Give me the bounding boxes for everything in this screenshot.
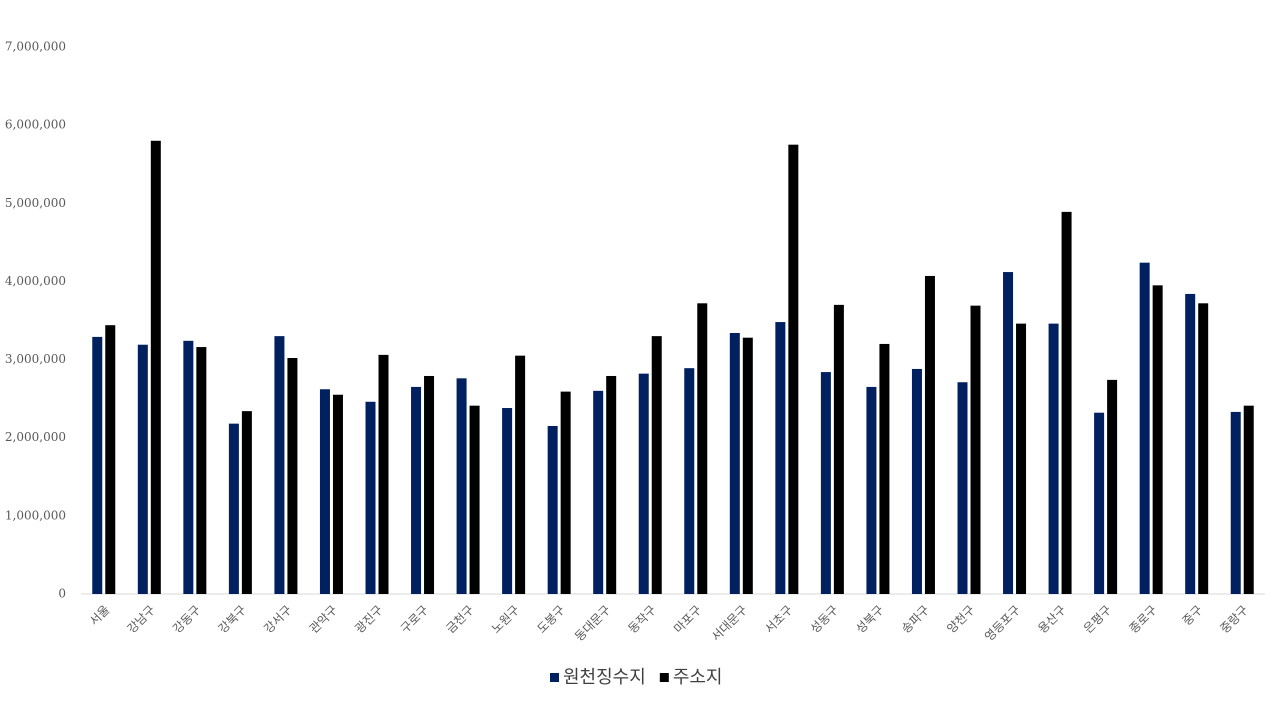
x-tick-label: 서울 (87, 603, 113, 629)
bar (105, 325, 116, 594)
bar (92, 336, 103, 594)
bar (1048, 323, 1059, 594)
bar (1094, 412, 1105, 594)
x-tick-label: 성동구 (808, 603, 841, 636)
x-tick-label: 은평구 (1081, 603, 1114, 636)
x-tick-label: 마포구 (671, 603, 704, 636)
legend-swatch (550, 673, 559, 682)
bar (1107, 379, 1118, 594)
bar (866, 386, 877, 594)
bar (957, 382, 968, 594)
y-tick-label: 1,000,000 (5, 508, 66, 522)
y-tick-label: 7,000,000 (5, 40, 66, 54)
bar (469, 405, 480, 594)
bar (502, 408, 513, 594)
bar (547, 425, 558, 594)
bar (651, 336, 662, 594)
bar (424, 375, 435, 594)
x-tick-label: 양천구 (944, 602, 978, 636)
y-tick-label: 4,000,000 (5, 274, 66, 288)
x-tick-label: 광진구 (352, 603, 385, 636)
x-tick-label: 성북구 (853, 603, 886, 636)
bar (515, 355, 526, 594)
bar (606, 375, 617, 594)
bar (137, 344, 148, 594)
x-tick-label: 강동구 (170, 603, 203, 636)
x-tick-label: 금천구 (443, 602, 477, 636)
bar (788, 144, 799, 594)
bar (1198, 303, 1209, 594)
bar (560, 391, 571, 594)
x-tick-label: 영등포구 (982, 603, 1023, 644)
x-tick-label: 강남구 (125, 603, 158, 636)
bar (729, 333, 740, 594)
legend-label: 주소지 (673, 667, 723, 688)
bar (319, 389, 330, 594)
x-tick-label: 구로구 (398, 603, 431, 636)
bar (411, 386, 422, 594)
bar (1016, 323, 1027, 594)
x-tick-label: 노원구 (489, 603, 522, 636)
y-tick-label: 5,000,000 (5, 196, 66, 210)
x-tick-label: 서대문구 (709, 603, 750, 644)
x-tick-label: 서초구 (762, 603, 795, 636)
bar (593, 390, 604, 594)
bar (911, 368, 922, 594)
bar (742, 337, 753, 594)
bar (638, 373, 649, 594)
x-tick-label: 용산구 (1035, 603, 1068, 636)
x-tick-label: 종로구 (1126, 603, 1159, 636)
x-tick-label: 동대문구 (572, 603, 613, 644)
x-tick-label: 동작구 (626, 603, 659, 636)
y-tick-label: 2,000,000 (5, 430, 66, 444)
bar (365, 401, 376, 594)
bar (456, 378, 467, 594)
bar (879, 343, 890, 594)
bar (274, 336, 285, 594)
bar (1185, 293, 1196, 594)
legend-label: 원천징수지 (563, 667, 646, 688)
legend-swatch (659, 673, 669, 682)
bar (833, 304, 844, 594)
bar (196, 347, 207, 594)
bar (775, 322, 786, 594)
bar (1230, 411, 1241, 594)
x-tick-label: 관악구 (307, 603, 340, 636)
y-tick-label: 0 (58, 587, 66, 601)
bar (241, 411, 252, 594)
bar (228, 423, 239, 594)
bar (332, 394, 343, 594)
bar (697, 303, 708, 594)
x-tick-label: 도봉구 (534, 603, 567, 636)
bar (1243, 405, 1254, 594)
bar (1139, 262, 1150, 594)
bar (1152, 285, 1163, 594)
x-tick-label: 강서구 (261, 603, 294, 636)
bar (183, 340, 194, 594)
bar (150, 140, 161, 594)
y-tick-label: 3,000,000 (5, 352, 66, 366)
bar (970, 305, 981, 594)
bar (924, 275, 935, 594)
x-tick-label: 강북구 (216, 603, 249, 636)
bar (820, 372, 831, 594)
x-tick-label: 중랑구 (1218, 603, 1251, 636)
x-tick-label: 중구 (1180, 603, 1206, 629)
y-tick-label: 6,000,000 (5, 118, 66, 132)
bar (287, 358, 298, 594)
bar (378, 354, 389, 594)
bar (1003, 272, 1014, 594)
bar (1061, 211, 1072, 595)
bar (684, 368, 695, 594)
x-tick-label: 송파구 (899, 603, 932, 636)
